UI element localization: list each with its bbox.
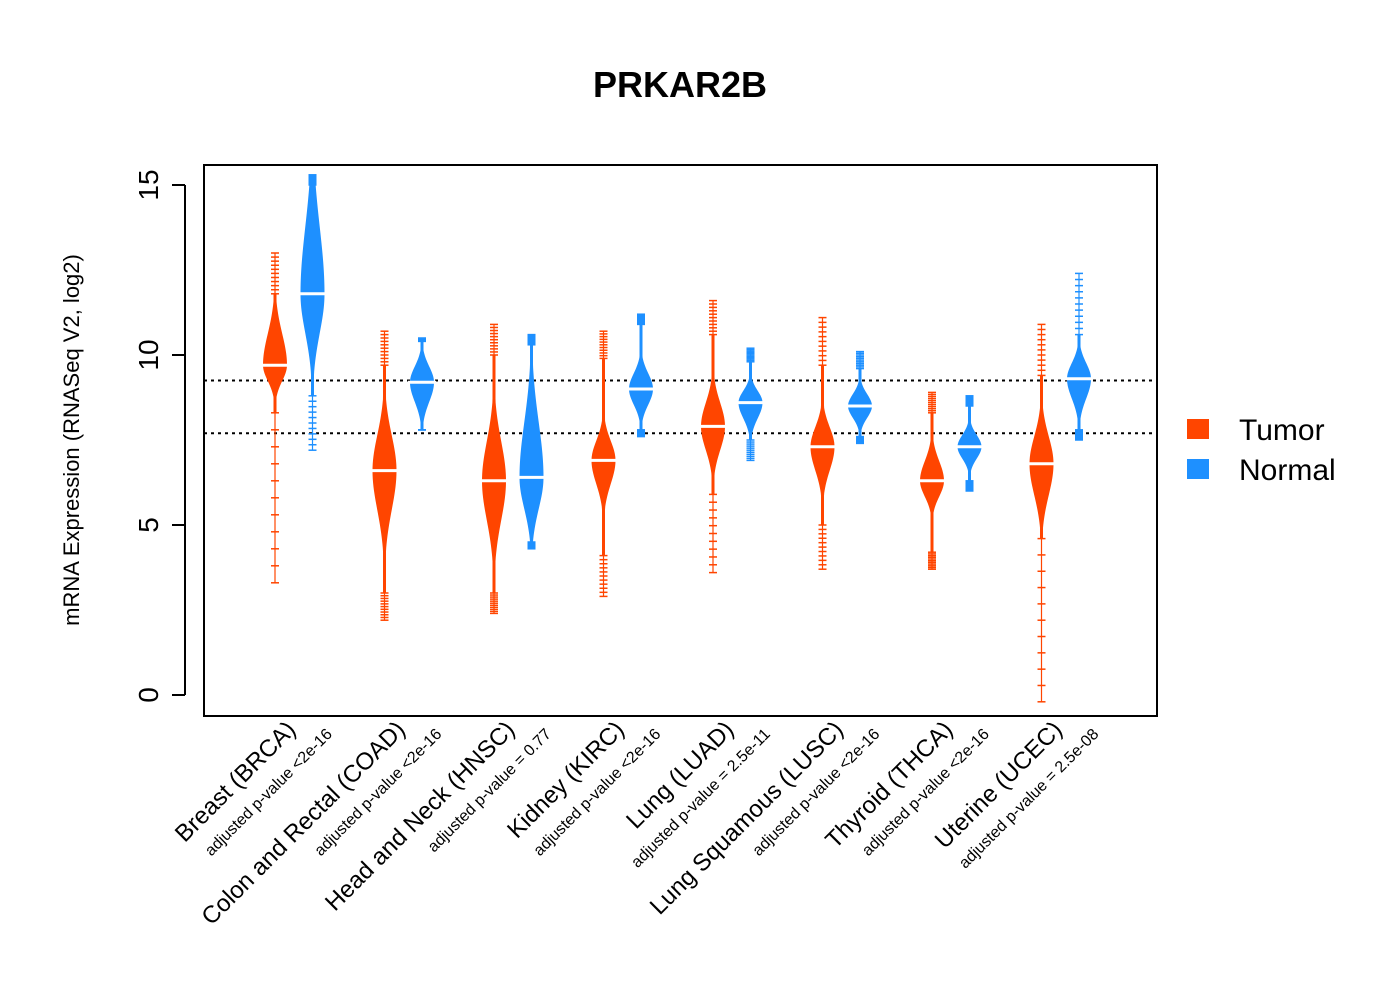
legend-swatch	[1187, 459, 1209, 479]
tumor-bean-density	[482, 355, 506, 593]
normal-bean	[627, 313, 655, 438]
normal-bean-density	[738, 361, 763, 440]
tumor-bean	[370, 330, 399, 621]
normal-bean	[408, 337, 436, 431]
legend-label: Tumor	[1239, 414, 1325, 447]
x-axis-labels: Breast (BRCA)adjusted p-value <2e-16Colo…	[170, 716, 1102, 930]
tumor-bean-density	[701, 334, 725, 495]
legend-label: Normal	[1239, 454, 1336, 487]
chart-title: PRKAR2B	[593, 64, 767, 105]
tumor-bean	[699, 299, 727, 574]
plot-frame	[203, 164, 1158, 717]
y-tick-label: 15	[133, 169, 164, 200]
y-axis-label: mRNA Expression (RNASeq V2, log2)	[59, 254, 84, 626]
tumor-bean	[480, 323, 508, 615]
normal-bean-density	[410, 341, 434, 430]
normal-bean-density	[300, 185, 325, 396]
legend: Tumor Normal	[1187, 414, 1336, 487]
tumor-bean	[918, 391, 946, 570]
tumor-bean-density	[1029, 375, 1054, 539]
normal-bean-density	[519, 344, 544, 542]
normal-bean-density	[848, 368, 872, 437]
reference-lines	[204, 379, 1157, 435]
y-tick-label: 10	[133, 339, 164, 370]
normal-bean	[298, 174, 327, 451]
tumor-bean	[1027, 323, 1056, 703]
y-tick-label: 0	[133, 687, 164, 703]
legend-swatch	[1187, 419, 1209, 439]
plot-area	[203, 164, 1158, 717]
tumor-bean-density	[591, 358, 616, 556]
tumor-bean	[589, 330, 618, 598]
tumor-bean-density	[263, 293, 287, 413]
normal-bean-density	[957, 406, 982, 481]
y-axis: 0 5 10 15	[133, 169, 186, 703]
normal-bean	[1065, 272, 1093, 441]
tumor-bean-density	[372, 365, 397, 593]
tumor-bean	[261, 252, 289, 584]
normal-bean	[517, 333, 546, 550]
normal-bean-density	[1067, 334, 1091, 430]
bean-series	[261, 174, 1093, 703]
normal-bean	[736, 347, 765, 462]
normal-bean	[846, 350, 874, 445]
tumor-bean	[808, 316, 837, 570]
normal-bean-density	[629, 324, 653, 430]
normal-bean	[955, 395, 984, 492]
y-tick-label: 5	[133, 517, 164, 533]
tumor-bean-density	[810, 365, 835, 525]
tumor-bean-density	[920, 412, 944, 553]
